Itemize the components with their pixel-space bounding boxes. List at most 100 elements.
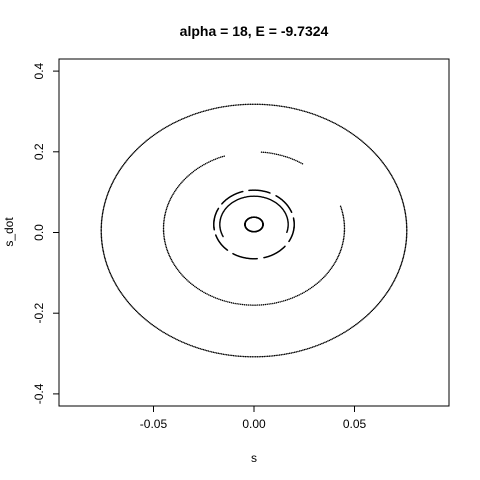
- data-point: [373, 152, 376, 154]
- data-point: [319, 280, 321, 282]
- data-point: [236, 303, 238, 305]
- data-point: [378, 301, 381, 304]
- data-point: [287, 106, 289, 109]
- data-point: [189, 172, 192, 175]
- data-point: [393, 280, 395, 283]
- data-point: [405, 224, 408, 226]
- data-point: [300, 109, 302, 112]
- data-point: [340, 248, 342, 250]
- data-point: [163, 234, 165, 236]
- data-point: [100, 224, 103, 226]
- data-point: [208, 294, 210, 296]
- data-point: [394, 278, 396, 280]
- data-point: [115, 284, 118, 287]
- data-point: [104, 201, 106, 204]
- data-point: [112, 279, 115, 281]
- data-point: [290, 157, 292, 160]
- data-point: [386, 290, 389, 293]
- data-point: [343, 234, 345, 236]
- data-point: [164, 214, 166, 217]
- data-point: [225, 353, 228, 356]
- data-point: [101, 242, 103, 244]
- data-point: [225, 300, 227, 303]
- data-point: [166, 333, 168, 336]
- data-point: [188, 344, 191, 346]
- data-point: [243, 303, 246, 306]
- data-point: [103, 256, 106, 258]
- data-point: [217, 352, 220, 355]
- data-point: [234, 302, 236, 305]
- data-point: [191, 114, 194, 116]
- data-point: [216, 157, 218, 160]
- data-point: [207, 350, 210, 352]
- data-point: [232, 302, 235, 304]
- data-point: [100, 232, 103, 235]
- data-point: [284, 245, 286, 248]
- data-point: [249, 304, 251, 306]
- data-point: [223, 300, 225, 302]
- data-point: [399, 266, 402, 268]
- data-point: [227, 354, 230, 356]
- data-point: [197, 111, 200, 114]
- data-point: [124, 161, 127, 163]
- data-point: [342, 213, 344, 215]
- data-point: [335, 335, 338, 338]
- data-point: [241, 303, 244, 306]
- data-point: [272, 302, 274, 305]
- data-point: [280, 105, 283, 107]
- data-point: [334, 261, 336, 264]
- data-point: [405, 238, 408, 240]
- data-point: [100, 231, 102, 233]
- data-point: [164, 213, 166, 215]
- data-point: [368, 312, 370, 315]
- data-point: [102, 249, 104, 251]
- data-point: [358, 321, 361, 323]
- data-point: [308, 111, 311, 114]
- data-point: [228, 301, 231, 304]
- data-point: [186, 343, 189, 346]
- data-point: [140, 144, 142, 147]
- data-point: [113, 280, 115, 283]
- data-point: [295, 351, 298, 353]
- data-point: [163, 331, 165, 334]
- data-point: [110, 274, 112, 276]
- data-point: [391, 176, 394, 178]
- data-point: [325, 340, 328, 343]
- data-point: [396, 274, 398, 276]
- data-point: [261, 355, 264, 358]
- data-point: [218, 157, 220, 159]
- data-point: [344, 128, 346, 130]
- data-point: [107, 267, 109, 269]
- data-point: [376, 303, 379, 306]
- data-point: [101, 217, 103, 219]
- data-point: [239, 103, 242, 106]
- data-point: [303, 348, 306, 351]
- data-point: [313, 113, 315, 116]
- data-point: [262, 303, 265, 306]
- data-point: [188, 115, 191, 117]
- data-point: [176, 338, 178, 341]
- data-point: [306, 347, 309, 350]
- data-point: [283, 353, 286, 355]
- data-point: [236, 355, 238, 357]
- data-point: [363, 317, 366, 319]
- data-point: [288, 106, 291, 109]
- data-point: [270, 152, 272, 154]
- data-point: [127, 157, 130, 160]
- data-point: [371, 149, 374, 152]
- data-point: [343, 221, 345, 223]
- data-point: [348, 130, 351, 133]
- data-point: [100, 235, 103, 237]
- data-point: [206, 293, 208, 295]
- data-point: [339, 251, 341, 253]
- data-point: [103, 253, 105, 256]
- data-point: [163, 237, 165, 239]
- data-point: [343, 237, 345, 239]
- data-point: [164, 211, 167, 214]
- data-point: [117, 171, 120, 173]
- data-point: [159, 329, 161, 331]
- data-point: [117, 288, 120, 290]
- data-point: [195, 168, 198, 171]
- data-point: [381, 298, 384, 300]
- data-point: [362, 318, 364, 320]
